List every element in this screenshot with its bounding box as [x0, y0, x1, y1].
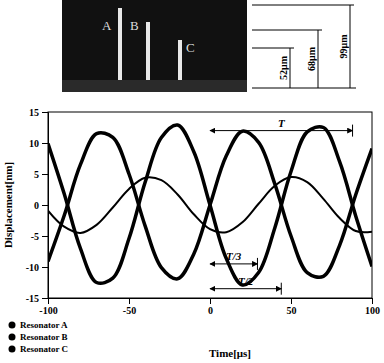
- tick-label: 100: [365, 305, 380, 316]
- resonator-slit: [178, 40, 182, 80]
- dimension-line: [350, 5, 351, 88]
- tick: 0: [34, 200, 48, 211]
- tick-mark: [42, 174, 48, 175]
- dimension-line: [318, 30, 319, 88]
- dimension-label: 99μm: [338, 34, 349, 59]
- tick: 50: [287, 298, 297, 316]
- resonator-label: A: [102, 18, 112, 33]
- resonator-slit: [118, 8, 122, 80]
- x-axis-title: Time[μs]: [209, 347, 251, 359]
- tick-mark: [42, 236, 48, 237]
- tick-mark: [42, 267, 48, 268]
- chart: ABC52μm68μm99μm-100-50050100-15-10-50510…: [0, 0, 384, 363]
- dimension-line: [290, 48, 291, 88]
- annotation-arrow: [210, 130, 353, 131]
- annotations: T T/3 T/2: [226, 117, 286, 287]
- plot-area: [48, 125, 372, 295]
- tick-mark: [372, 298, 373, 304]
- annotation-arrow: [210, 288, 281, 289]
- annotation-label: T: [278, 117, 286, 129]
- annotation-arrow: [210, 263, 257, 264]
- x-axis: -100 -50 0 50 100: [39, 298, 380, 316]
- resonator-slit: [146, 22, 150, 80]
- tick-label: -50: [123, 305, 136, 316]
- legend-label: Resonator B: [20, 332, 68, 342]
- annotation-label: T/3: [226, 250, 242, 262]
- tick-label: 15: [29, 107, 39, 118]
- tick-label: 50: [287, 305, 297, 316]
- y-axis: -15 -10 -5 0 5 10 15: [26, 107, 49, 304]
- axis-line: [42, 113, 49, 299]
- tick: -15: [26, 293, 48, 304]
- resonator-figure: A B C 52μm 68μm 99μm: [62, 0, 356, 92]
- tick-label: 0: [208, 305, 213, 316]
- tick-label: 10: [29, 138, 39, 149]
- annotation-guide: [352, 125, 353, 137]
- annotation-guide: [281, 283, 282, 295]
- legend: Resonator A Resonator B Resonator C: [9, 320, 69, 354]
- legend-marker: [9, 322, 16, 329]
- resonator-label: B: [130, 18, 139, 33]
- resonator-label: C: [186, 40, 195, 55]
- tick-mark: [42, 298, 48, 299]
- y-axis-title: Displacement[nm]: [2, 162, 14, 248]
- legend-label: Resonator C: [20, 344, 68, 354]
- tick: 5: [34, 169, 48, 180]
- annotation-guide: [257, 258, 258, 270]
- tick: 0: [208, 298, 213, 316]
- dimension-tick: [252, 30, 322, 31]
- micrograph-base: [62, 80, 247, 92]
- tick-mark: [42, 112, 48, 113]
- legend-label: Resonator A: [20, 320, 68, 330]
- tick-mark: [129, 298, 130, 304]
- series-line: [48, 125, 372, 285]
- tick: 10: [29, 138, 48, 149]
- tick: -100: [39, 298, 57, 316]
- tick: 15: [29, 107, 48, 118]
- legend-marker: [9, 346, 16, 353]
- dimension-label: 68μm: [306, 46, 317, 71]
- tick: -5: [31, 231, 48, 242]
- tick-mark: [42, 205, 48, 206]
- tick-label: -10: [26, 262, 39, 273]
- dimension-tick: [252, 5, 354, 6]
- tick: -50: [123, 298, 136, 316]
- tick-label: 5: [34, 169, 39, 180]
- legend-marker: [9, 334, 16, 341]
- annotation-label: T/2: [238, 275, 254, 287]
- tick-label: -5: [31, 231, 39, 242]
- tick-label: -15: [26, 293, 39, 304]
- micrograph: [62, 0, 247, 92]
- plot-frame: [48, 112, 372, 298]
- tick-mark: [210, 298, 211, 304]
- tick-mark: [42, 143, 48, 144]
- dimension-tick: [252, 48, 294, 49]
- tick-label: 0: [34, 200, 39, 211]
- tick: -10: [26, 262, 48, 273]
- dimension-label: 52μm: [278, 55, 289, 80]
- axis-line: [49, 299, 373, 305]
- tick: 100: [365, 298, 380, 316]
- tick-label: -100: [39, 305, 57, 316]
- dimension-base: [252, 88, 356, 89]
- tick-mark: [291, 298, 292, 304]
